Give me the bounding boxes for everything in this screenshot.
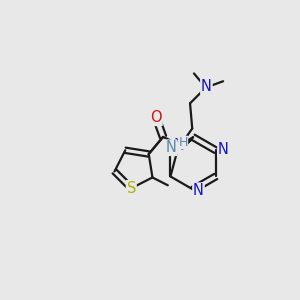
Text: N: N <box>174 138 184 153</box>
Text: N: N <box>166 140 177 155</box>
Text: N: N <box>218 142 229 157</box>
Text: H: H <box>178 136 188 149</box>
Text: N: N <box>193 183 204 198</box>
Text: N: N <box>201 79 212 94</box>
Text: S: S <box>127 181 136 196</box>
Text: O: O <box>150 110 162 125</box>
